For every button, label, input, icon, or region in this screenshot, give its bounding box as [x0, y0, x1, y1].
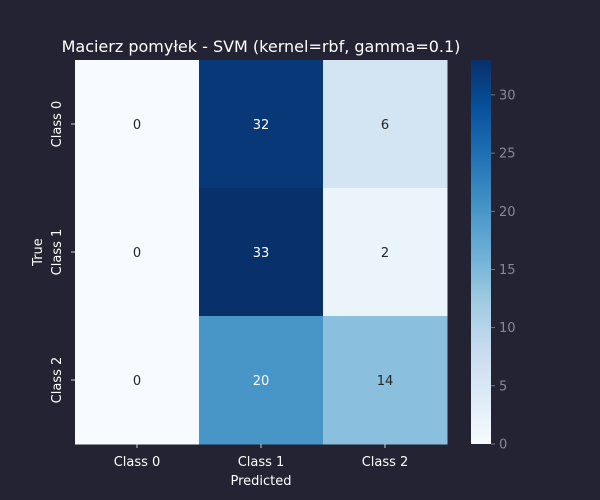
- heatmap-cell: [75, 316, 200, 445]
- colorbar-tick-label: 25: [499, 147, 516, 162]
- heatmap-cell: [323, 60, 448, 189]
- x-tick-label: Class 2: [362, 455, 409, 470]
- y-tick-label: Class 2: [50, 357, 65, 404]
- colorbar-ticks: 0 5 10 15 20 25 30: [491, 88, 516, 453]
- cell-value-label: 14: [377, 374, 394, 389]
- cell-value-label: 6: [381, 118, 389, 133]
- heatmap-cell: [75, 60, 200, 189]
- heatmap-cell: [323, 316, 448, 445]
- heatmap-cell: [323, 188, 448, 317]
- chart-title: Macierz pomyłek - SVM (kernel=rbf, gamma…: [62, 37, 461, 56]
- colorbar-tick-label: 20: [499, 205, 516, 220]
- cell-value-label: 33: [253, 246, 270, 261]
- colorbar-tick-label: 10: [499, 321, 516, 336]
- cell-value-label: 0: [133, 374, 141, 389]
- colorbar-tick-label: 30: [499, 88, 516, 103]
- heatmap-cell: [199, 188, 324, 317]
- heatmap-cell: [199, 316, 324, 445]
- y-tick-label: Class 0: [50, 101, 65, 148]
- cell-value-label: 0: [133, 118, 141, 133]
- cell-value-label: 20: [253, 374, 270, 389]
- y-axis-label: True: [31, 238, 46, 267]
- colorbar: [471, 60, 491, 444]
- x-tick-label: Class 1: [238, 455, 285, 470]
- colorbar-tick-label: 15: [499, 263, 516, 278]
- colorbar-tick-label: 5: [499, 379, 507, 394]
- heatmap-cells: [75, 60, 448, 445]
- heatmap-cell: [199, 60, 324, 189]
- heatmap-cell-labels: 0 32 60 33 20 20 14: [133, 118, 393, 389]
- cell-value-label: 2: [381, 246, 389, 261]
- y-tick-label: Class 1: [50, 229, 65, 276]
- colorbar-tick-label: 0: [499, 438, 507, 453]
- y-axis-ticks: Class 0 Class 1 Class 2: [50, 101, 75, 404]
- x-axis-label: Predicted: [230, 474, 291, 489]
- x-tick-label: Class 0: [114, 455, 161, 470]
- cell-value-label: 0: [133, 246, 141, 261]
- heatmap-cell: [75, 188, 200, 317]
- x-axis-ticks: Class 0 Class 1 Class 2: [114, 444, 409, 470]
- cell-value-label: 32: [253, 118, 270, 133]
